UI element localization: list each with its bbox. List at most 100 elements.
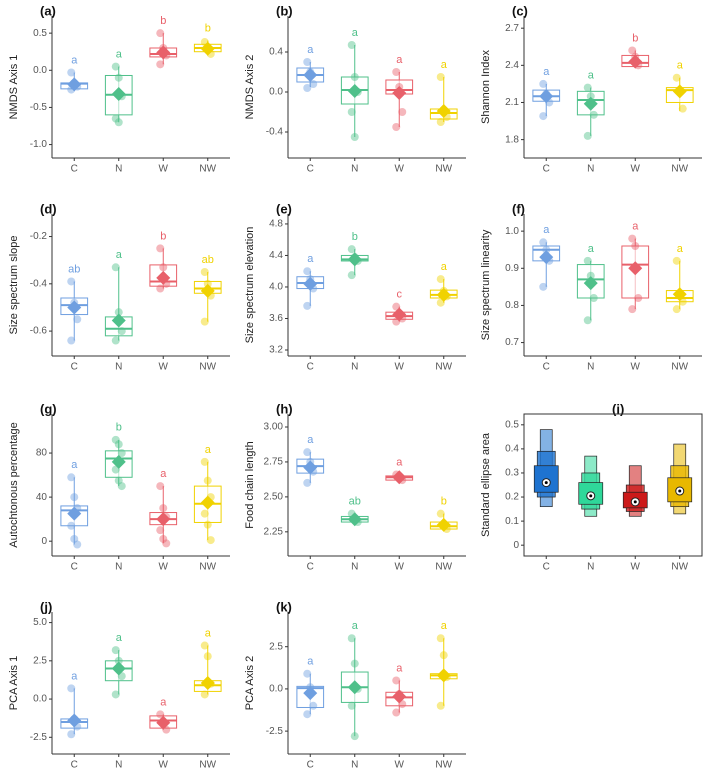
- data-point: [583, 316, 592, 325]
- x-tick-label: N: [587, 362, 594, 373]
- x-tick-label: C: [71, 562, 78, 573]
- data-point: [539, 238, 548, 247]
- x-tick-label: C: [543, 164, 550, 175]
- group-letter: a: [205, 444, 212, 456]
- x-tick-label: N: [115, 562, 122, 573]
- data-point: [159, 504, 168, 513]
- x-tick-label: NW: [435, 760, 452, 771]
- mean-marker: [672, 84, 687, 99]
- group-letter: a: [396, 456, 403, 468]
- mean-marker: [392, 86, 407, 100]
- data-point: [303, 448, 312, 457]
- x-tick-label: C: [307, 362, 314, 373]
- data-point: [117, 449, 126, 458]
- data-point: [586, 271, 595, 280]
- x-tick-label: W: [395, 362, 405, 373]
- x-tick-label: N: [587, 164, 594, 175]
- x-tick-label: N: [351, 362, 358, 373]
- data-point: [350, 133, 359, 141]
- group-letter: a: [71, 459, 78, 471]
- x-tick-label: C: [307, 760, 314, 771]
- mean-marker: [200, 495, 215, 510]
- y-tick-label: -0.5: [30, 102, 48, 113]
- mean-marker: [347, 252, 362, 267]
- group-letter: a: [588, 70, 595, 82]
- y-tick-label: 2.4: [505, 60, 519, 71]
- y-axis-label: Standard ellipse area: [480, 432, 492, 537]
- group-letter: a: [543, 224, 550, 236]
- x-tick-label: W: [159, 362, 169, 373]
- y-tick-label: 40: [36, 492, 48, 503]
- group-letter: a: [307, 434, 314, 446]
- x-tick-label: C: [307, 562, 314, 573]
- y-tick-label: 0.4: [269, 47, 283, 58]
- y-tick-label: 0.5: [33, 28, 47, 39]
- data-point: [436, 73, 445, 81]
- mean-marker: [67, 77, 82, 92]
- y-tick-label: 0.4: [505, 444, 519, 455]
- data-point: [309, 80, 318, 88]
- y-tick-label: 0.3: [505, 468, 519, 479]
- panel-border: [523, 413, 703, 557]
- data-point: [303, 669, 312, 678]
- data-point: [303, 710, 312, 719]
- data-point: [672, 73, 681, 82]
- group-letter: b: [352, 231, 358, 243]
- data-point: [392, 68, 401, 76]
- data-point: [589, 110, 598, 119]
- y-tick-label: 0.8: [505, 300, 519, 311]
- data-point: [67, 336, 76, 345]
- group-letter: a: [396, 662, 403, 674]
- data-point: [200, 509, 209, 518]
- data-point: [303, 58, 312, 66]
- data-point: [303, 478, 312, 487]
- mean-marker: [628, 54, 643, 69]
- mean-marker: [583, 276, 598, 291]
- y-tick-label: 0.0: [269, 87, 283, 98]
- mean-marker: [67, 300, 82, 315]
- y-tick-label: 2.1: [505, 97, 519, 108]
- y-tick-label: 0: [41, 536, 47, 547]
- data-point: [203, 476, 212, 485]
- data-point: [203, 279, 212, 288]
- mean-marker: [436, 668, 451, 683]
- mode-dot: [633, 500, 637, 504]
- data-point: [162, 539, 171, 548]
- x-tick-label: C: [307, 164, 314, 175]
- y-tick-label: 0: [513, 540, 519, 551]
- data-point: [114, 656, 123, 665]
- group-letter: a: [352, 620, 359, 632]
- group-letter: b: [160, 230, 166, 242]
- x-tick-label: N: [587, 562, 594, 573]
- data-point: [589, 294, 598, 302]
- data-point: [583, 131, 592, 140]
- mean-marker: [111, 661, 126, 676]
- mean-marker: [156, 715, 171, 730]
- data-point: [628, 46, 637, 55]
- group-letter: a: [205, 627, 212, 639]
- y-tick-label: 0.0: [269, 684, 283, 695]
- x-tick-label: NW: [199, 562, 216, 573]
- x-tick-label: NW: [435, 562, 452, 573]
- data-point: [628, 234, 637, 243]
- mean-marker: [347, 680, 362, 695]
- data-point: [347, 108, 356, 116]
- y-tick-label: -0.2: [30, 231, 48, 242]
- x-tick-label: N: [351, 562, 358, 573]
- data-point: [303, 84, 312, 92]
- y-tick-label: 0.0: [33, 694, 47, 705]
- y-tick-label: 4.8: [269, 219, 283, 230]
- data-point: [156, 482, 165, 491]
- x-tick-label: W: [159, 164, 169, 175]
- data-point: [583, 83, 592, 92]
- data-point: [203, 652, 212, 661]
- group-letter: a: [588, 243, 595, 255]
- y-tick-label: 0.2: [505, 492, 519, 503]
- x-tick-label: C: [71, 362, 78, 373]
- y-axis-label: Shannon Index: [480, 49, 492, 124]
- data-point: [436, 634, 445, 643]
- y-tick-label: 4.0: [269, 282, 283, 293]
- y-tick-label: 80: [36, 448, 48, 459]
- mean-marker: [347, 512, 362, 527]
- x-tick-label: C: [71, 760, 78, 771]
